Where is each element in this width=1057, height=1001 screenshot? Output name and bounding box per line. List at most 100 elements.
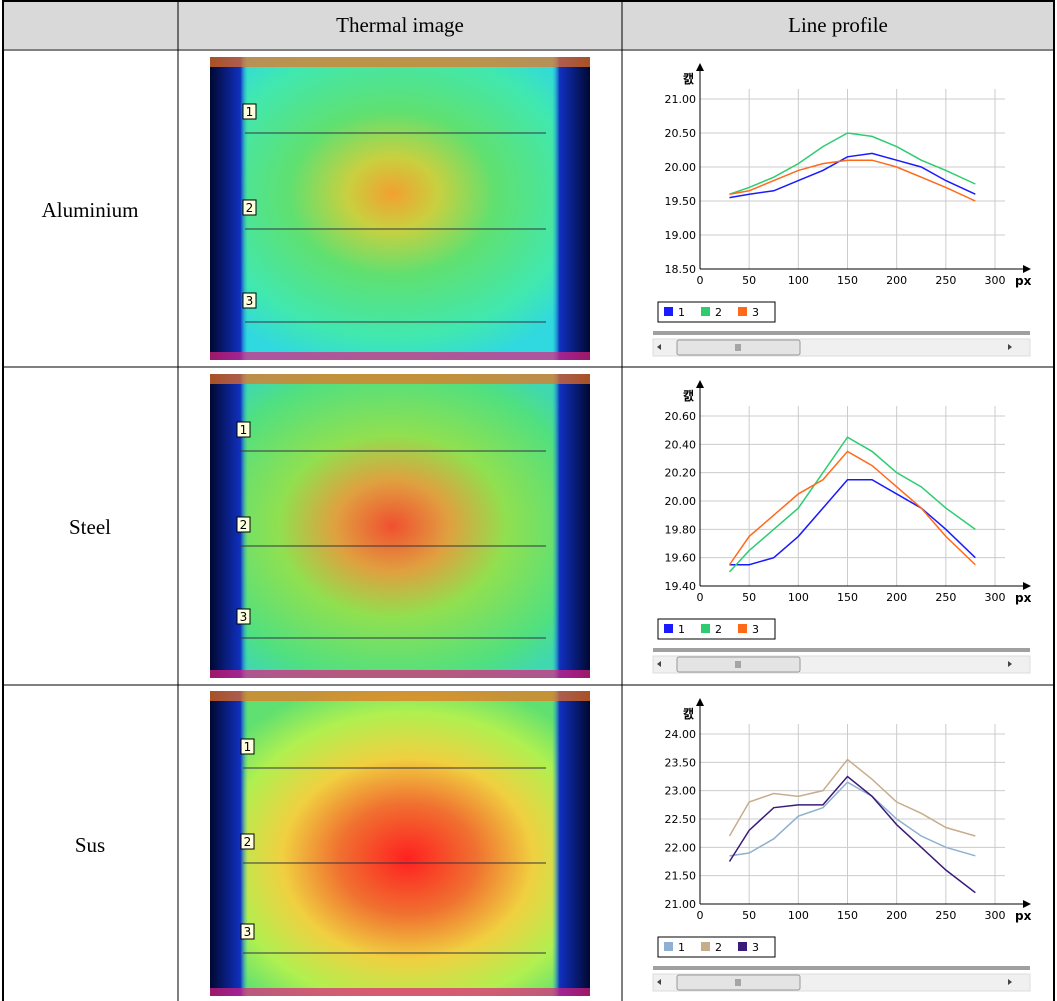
thermal-edge <box>210 57 590 360</box>
profile-series <box>729 152 976 199</box>
scroll-track-top <box>653 648 1030 652</box>
thermal-bottom <box>210 988 590 996</box>
y-tick-label: 19.50 <box>665 195 697 208</box>
y-tick-label: 22.00 <box>665 841 697 854</box>
profile-series <box>728 775 976 894</box>
x-tick-label: 50 <box>742 274 756 287</box>
y-tick-label: 20.00 <box>665 495 697 508</box>
legend-box <box>657 301 776 323</box>
y-tick-label: 19.80 <box>665 523 697 536</box>
profile-series <box>728 450 976 566</box>
x-tick-label: 100 <box>788 909 809 922</box>
profile-series <box>729 781 976 857</box>
scroll-right <box>1008 661 1012 667</box>
x-tick-label: 0 <box>697 591 704 604</box>
legend-label: 2 <box>715 941 722 954</box>
marker-box <box>240 833 255 850</box>
header-cell: Thermal image <box>336 13 464 37</box>
y-tick-label: 18.50 <box>665 263 697 276</box>
marker-box <box>236 608 251 625</box>
scroll-left <box>657 344 661 350</box>
x-tick-label: 300 <box>985 909 1006 922</box>
y-tick-label: 20.20 <box>665 467 697 480</box>
marker-box <box>242 103 257 120</box>
y-axis-arrow <box>696 380 704 388</box>
marker-label: 1 <box>244 740 252 754</box>
y-tick-label: 23.50 <box>665 756 697 769</box>
x-axis-arrow <box>1023 900 1031 908</box>
scroll-right <box>1008 979 1012 985</box>
y-tick-label: 20.60 <box>665 410 697 423</box>
x-axis-arrow <box>1023 265 1031 273</box>
legend-label: 3 <box>752 306 759 319</box>
material-label: Sus <box>75 833 105 857</box>
material-label: Steel <box>69 515 111 539</box>
legend-box <box>657 618 776 640</box>
y-unit: 캜 <box>683 707 694 721</box>
scroll-right <box>1008 344 1012 350</box>
thermal-bottom <box>210 352 590 360</box>
marker-box <box>236 516 251 533</box>
x-tick-label: 200 <box>886 591 907 604</box>
thermal-top <box>210 691 590 701</box>
marker-label: 3 <box>244 925 252 939</box>
y-tick-label: 23.00 <box>665 785 697 798</box>
y-tick-label: 22.50 <box>665 813 697 826</box>
thermal-top <box>210 57 590 67</box>
thermal-top <box>210 374 590 384</box>
legend-swatch <box>701 624 710 633</box>
y-tick-label: 19.60 <box>665 552 697 565</box>
scroll-track-top <box>653 966 1030 970</box>
legend-swatch <box>738 942 747 951</box>
legend-swatch <box>664 942 673 951</box>
y-axis-arrow <box>696 698 704 706</box>
material-label: Aluminium <box>42 198 139 222</box>
x-tick-label: 200 <box>886 909 907 922</box>
y-tick-label: 21.00 <box>665 93 697 106</box>
scroll-track-top <box>653 331 1030 335</box>
legend-swatch <box>664 307 673 316</box>
thermal-bottom <box>210 670 590 678</box>
legend-label: 1 <box>678 306 685 319</box>
x-tick-label: 0 <box>697 909 704 922</box>
y-unit: 캜 <box>683 389 694 403</box>
scroll-left <box>657 979 661 985</box>
legend-label: 2 <box>715 623 722 636</box>
x-tick-label: 150 <box>837 909 858 922</box>
x-tick-label: 150 <box>837 591 858 604</box>
profile-series <box>729 159 976 202</box>
legend-swatch <box>738 624 747 633</box>
legend-swatch <box>664 624 673 633</box>
legend-label: 1 <box>678 941 685 954</box>
y-tick-label: 20.50 <box>665 127 697 140</box>
marker-label: 3 <box>246 294 254 308</box>
legend-box <box>657 936 776 958</box>
x-tick-label: 250 <box>935 591 956 604</box>
x-tick-label: 50 <box>742 909 756 922</box>
thermal-edge <box>210 691 590 996</box>
x-tick-label: 300 <box>985 591 1006 604</box>
x-tick-label: 300 <box>985 274 1006 287</box>
header-bg <box>3 1 1054 49</box>
marker-label: 1 <box>246 105 254 119</box>
header-cell: Line profile <box>788 13 888 37</box>
y-unit: 캜 <box>683 72 694 86</box>
profile-series <box>729 479 976 566</box>
y-tick-label: 21.50 <box>665 870 697 883</box>
marker-label: 2 <box>240 518 248 532</box>
x-tick-label: 100 <box>788 591 809 604</box>
x-tick-label: 150 <box>837 274 858 287</box>
y-axis-arrow <box>696 63 704 71</box>
marker-box <box>242 199 257 216</box>
marker-label: 3 <box>240 610 248 624</box>
profile-series <box>728 436 976 573</box>
x-tick-label: 0 <box>697 274 704 287</box>
x-tick-label: 100 <box>788 274 809 287</box>
x-unit: px <box>1015 591 1032 605</box>
x-tick-label: 250 <box>935 909 956 922</box>
marker-box <box>236 421 251 438</box>
x-tick-label: 200 <box>886 274 907 287</box>
scroll-left <box>657 661 661 667</box>
